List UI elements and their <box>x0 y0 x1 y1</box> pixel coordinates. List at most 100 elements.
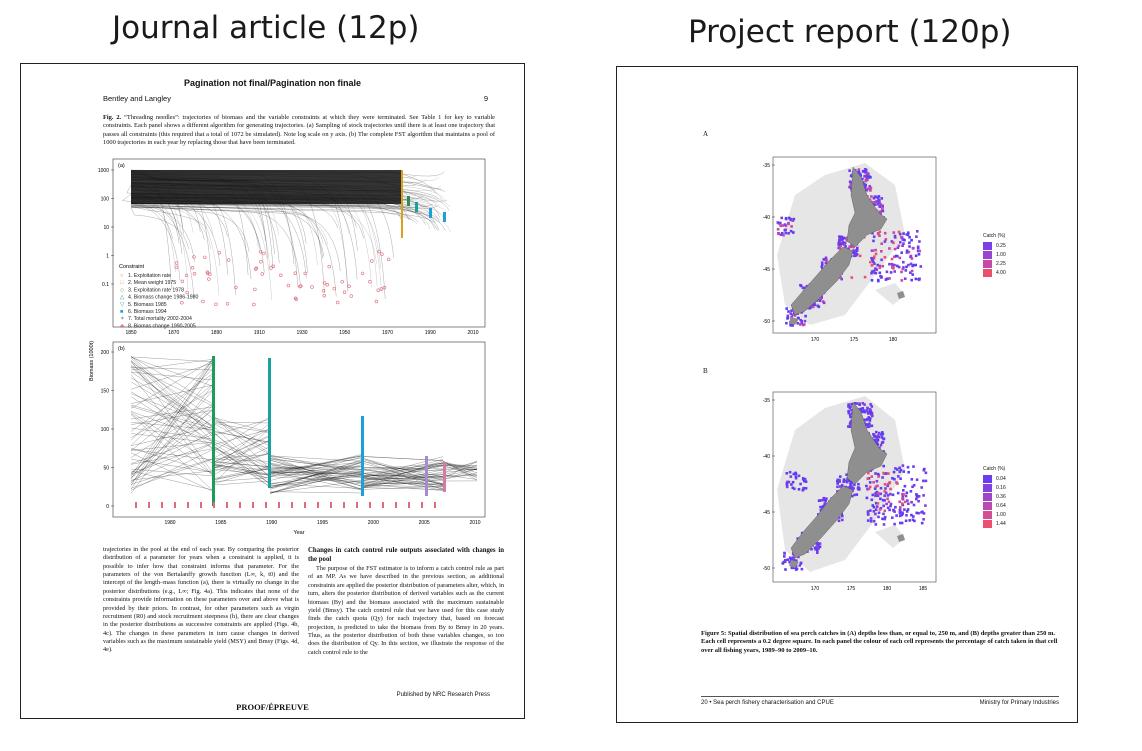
legend-value: 0.04 <box>996 475 1006 482</box>
catch-cell <box>910 278 913 282</box>
legend-symbol: ◇ <box>120 287 125 293</box>
catch-cell <box>912 263 915 267</box>
catch-cell <box>863 182 866 186</box>
catch-cell <box>840 277 843 281</box>
catch-cell <box>881 498 885 502</box>
catch-cell <box>888 508 891 512</box>
catch-cell <box>868 419 872 422</box>
catch-cell <box>892 470 896 474</box>
catch-cell <box>907 263 910 267</box>
catch-cell <box>910 478 914 481</box>
exploitation-rate-mark <box>201 299 205 304</box>
exploitation-rate-mark <box>310 285 314 289</box>
catch-cell <box>783 560 787 564</box>
catch-cell <box>895 514 898 517</box>
exploitation-rate-mark <box>332 286 337 291</box>
catch-cell <box>909 271 912 274</box>
catch-map-a: -35 -40 -45 -50 170 175 180 <box>763 156 937 343</box>
catch-cell <box>849 481 852 484</box>
x-tick-label: 1910 <box>254 330 265 336</box>
catch-cell <box>911 485 914 489</box>
catch-cell <box>782 233 785 237</box>
catch-cell <box>866 187 870 191</box>
catch-cell <box>786 314 790 318</box>
catch-cell <box>868 422 871 425</box>
constraint-mark <box>212 356 215 506</box>
catch-cell <box>899 477 902 480</box>
exploitation-rate-mark <box>252 502 254 508</box>
y-tick-label: -45 <box>763 267 770 273</box>
catch-cell <box>784 216 788 220</box>
catch-cell <box>847 410 850 413</box>
catch-cell <box>836 485 839 489</box>
catch-cell <box>890 257 894 261</box>
figure-caption-label: Fig. 2. <box>103 114 122 121</box>
catch-cell <box>895 481 898 484</box>
catch-cell <box>899 510 902 513</box>
catch-cell <box>878 271 882 275</box>
exploitation-rate-mark <box>190 265 195 270</box>
catch-cell <box>875 479 879 483</box>
catch-cell <box>891 493 895 497</box>
catch-cell <box>892 267 895 270</box>
catch-cell <box>870 413 874 416</box>
catch-cell <box>855 402 858 405</box>
catch-cell <box>845 480 849 484</box>
map-a-legend: Catch (%) 0.25 1.00 2.25 4.00 <box>983 233 1006 277</box>
catch-cell <box>788 560 791 564</box>
x-tick-label: 185 <box>919 586 928 592</box>
y-tick-label: 150 <box>101 389 110 395</box>
exploitation-rate-mark <box>253 287 257 292</box>
catch-cell <box>908 519 911 522</box>
catch-cell <box>900 279 904 282</box>
catch-cell <box>876 196 880 200</box>
catch-cell <box>903 508 906 511</box>
catch-cell <box>905 249 909 252</box>
x-tick-label: 1850 <box>125 330 136 336</box>
catch-cell <box>885 277 889 281</box>
panel-b-trajectories <box>130 356 478 494</box>
exploitation-rate-mark <box>227 258 231 262</box>
exploitation-rate-mark <box>395 502 397 508</box>
catch-cell <box>881 264 885 268</box>
catch-cell <box>886 494 890 497</box>
catch-cell <box>868 425 871 428</box>
catch-cell <box>896 491 900 495</box>
catch-cell <box>823 502 826 506</box>
catch-cell <box>888 277 891 280</box>
legend-label: 4. Biomass change 1986-1980 <box>128 295 198 301</box>
legend-symbol: □ <box>120 280 124 286</box>
catch-cell <box>791 480 795 484</box>
catch-cell <box>850 276 854 279</box>
catch-cell <box>872 519 876 523</box>
pagination-banner: Pagination not final/Pagination non fina… <box>184 78 361 88</box>
catch-cell <box>910 238 913 242</box>
body-paragraph-right: The purpose of the FST estimator is to i… <box>308 565 504 656</box>
catch-cell <box>902 493 906 496</box>
catch-cell <box>876 494 880 497</box>
catch-cell <box>880 197 884 200</box>
legend-swatch <box>983 250 992 259</box>
legend-symbol: ○ <box>120 273 123 279</box>
catch-cell <box>836 478 840 482</box>
catch-cell <box>859 410 863 413</box>
catch-cell <box>871 249 875 252</box>
exploitation-rate-mark <box>304 502 306 508</box>
catch-cell <box>874 508 878 511</box>
constraint-mark <box>415 202 418 212</box>
journal-article-page: Pagination not final/Pagination non fina… <box>20 63 525 719</box>
exploitation-rate-mark <box>207 277 211 281</box>
catch-cell <box>856 246 859 250</box>
catch-cell <box>795 559 798 562</box>
catch-cell <box>797 488 801 491</box>
catch-cell <box>878 266 882 270</box>
catch-cell <box>880 436 884 439</box>
catch-cell <box>799 284 803 288</box>
catch-cell <box>796 537 799 540</box>
exploitation-rate-mark <box>299 284 303 288</box>
catch-cell <box>905 491 909 495</box>
catch-cell <box>870 279 874 282</box>
y-tick-label: 1 <box>106 254 109 260</box>
catch-cell <box>861 181 865 184</box>
catch-cell <box>897 244 901 247</box>
